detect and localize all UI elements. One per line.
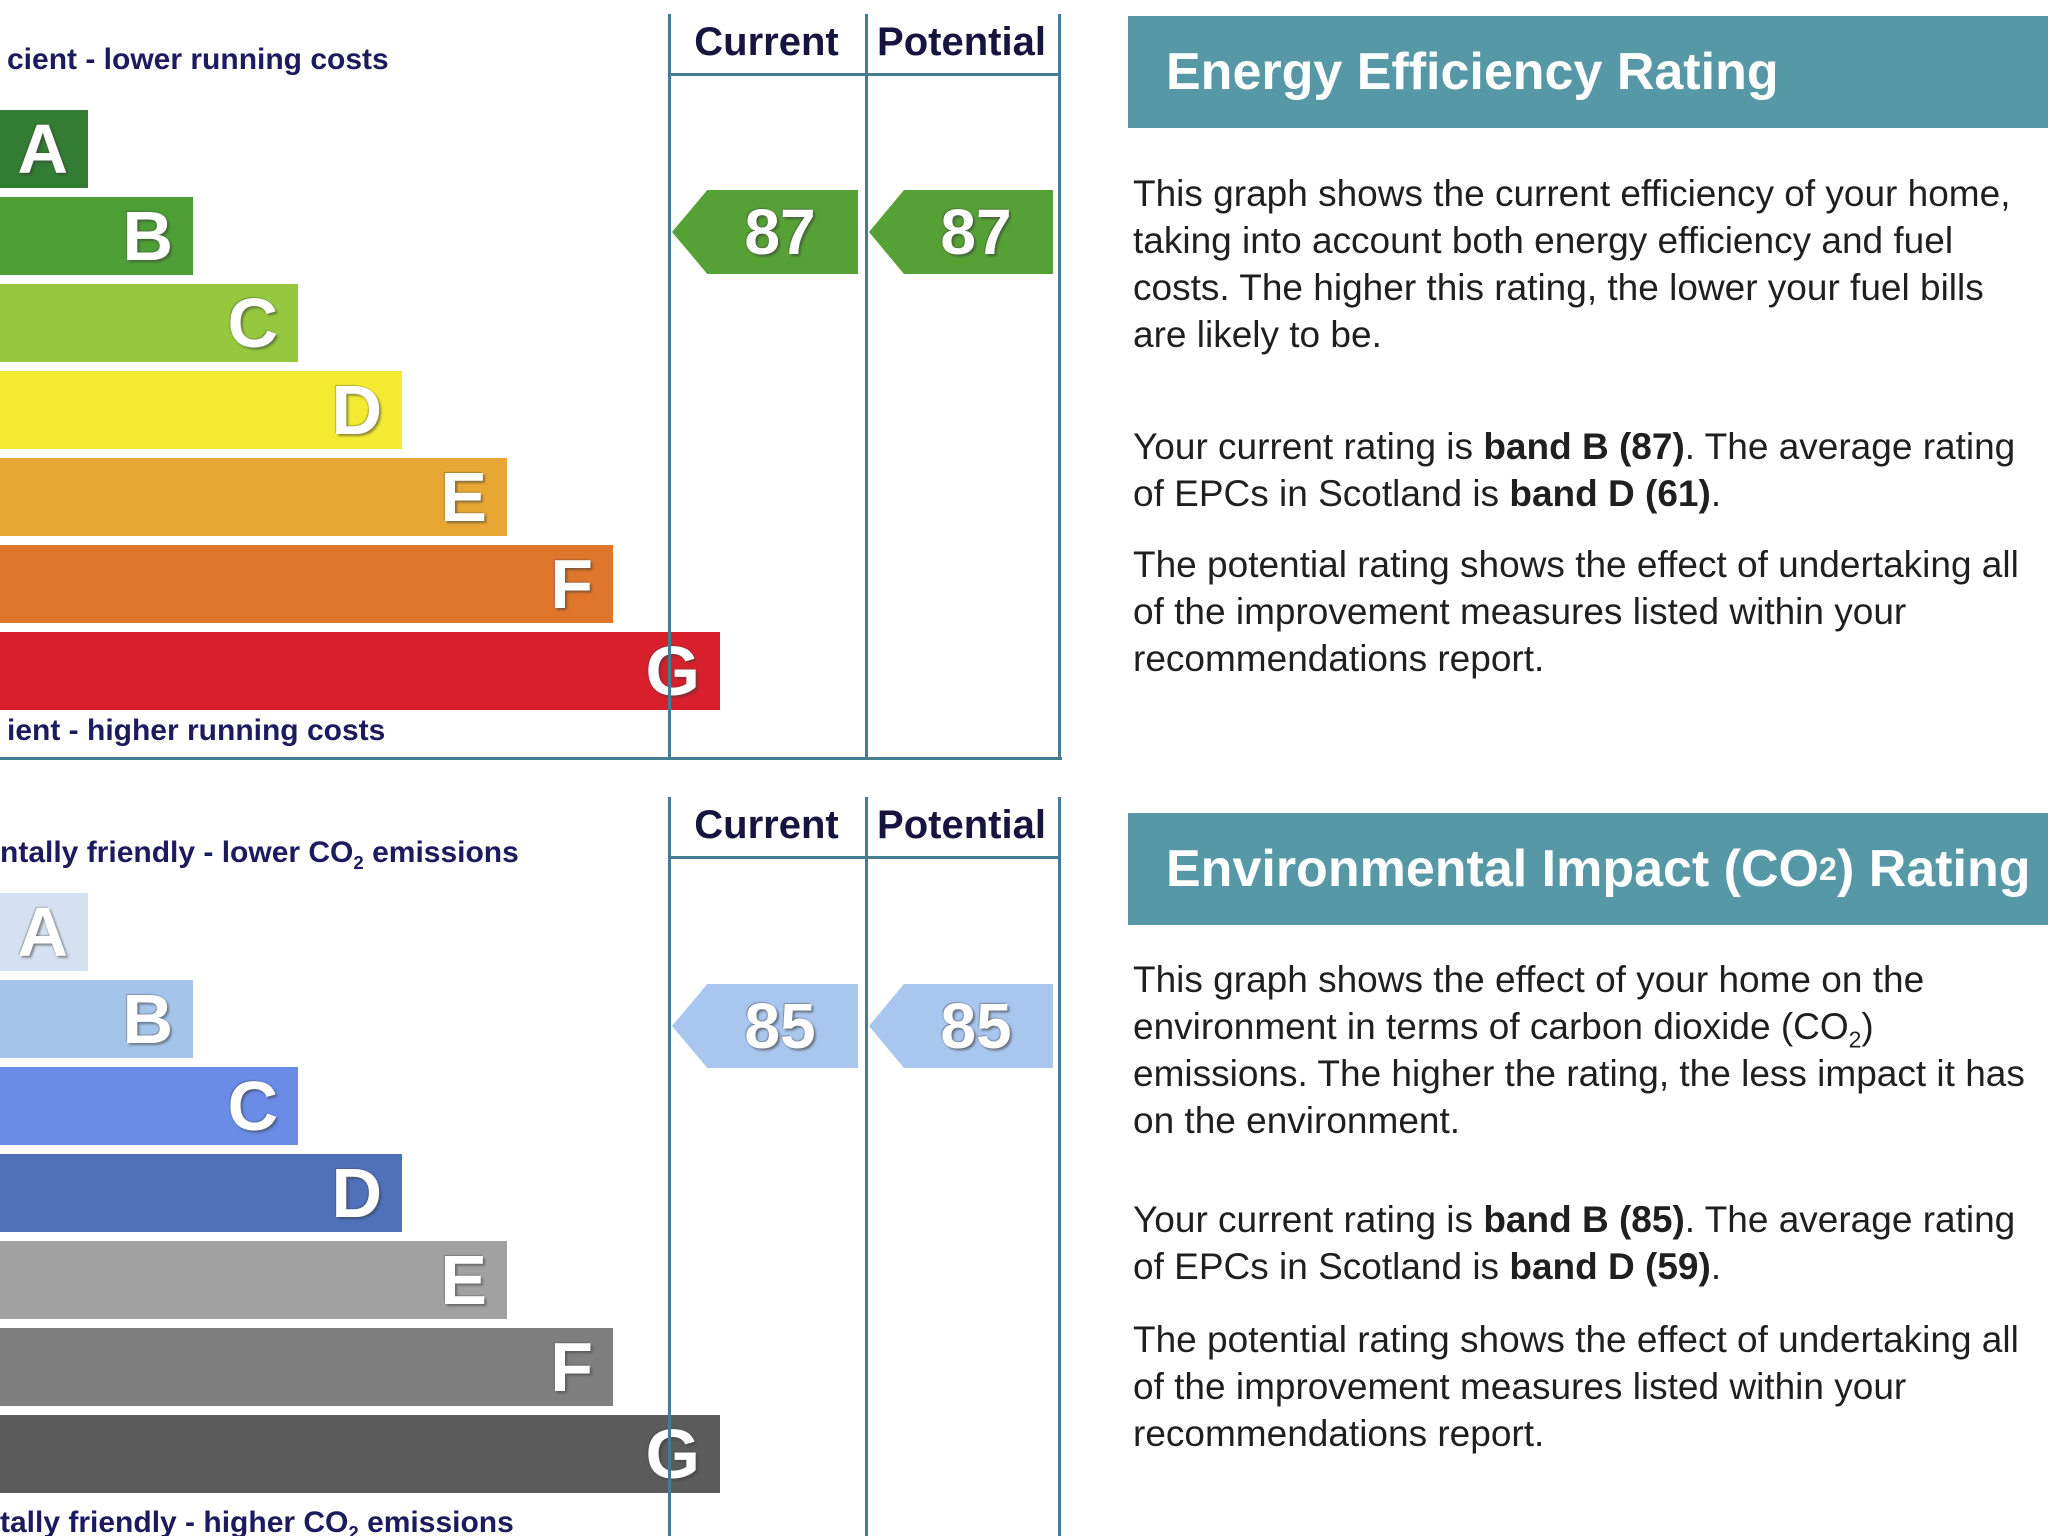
energy-potential-arrow: 87 [869,190,1053,274]
environmental-band-e: E [0,1241,507,1319]
environmental-table-vline-1 [865,797,868,1536]
energy-table-vline-1 [865,14,868,757]
environmental-band-b: B [0,980,193,1058]
text-line: Your current rating is band B (85). The … [1133,1199,2016,1240]
energy-band-f: F [0,545,613,623]
section-banner-1: Environmental Impact (CO 2) Rating [1128,813,2048,925]
section-0-paragraph-1: Your current rating is band B (87). The … [1133,423,2048,517]
environmental-bottom-label: tally friendly - higher CO2 emissions [0,1506,514,1536]
text-line: The potential rating shows the effect of… [1133,1319,2019,1360]
section-0-paragraph-0: This graph shows the current efficiency … [1133,170,2048,358]
text-line: recommendations report. [1133,638,1545,679]
energy-band-a: A [0,110,88,188]
environmental-table-vline-0 [668,797,671,1536]
energy-bottom-label: ient - higher running costs [7,714,386,747]
text-line: Your current rating is band B (87). The … [1133,426,2016,467]
environmental-header-underline [668,856,1061,859]
energy-chart-bottom-border [0,757,1062,760]
text-line: The potential rating shows the effect of… [1133,544,2019,585]
energy-band-g: G [0,632,720,710]
text-line: This graph shows the effect of your home… [1133,959,1925,1000]
energy-table-vline-0 [668,14,671,757]
section-banner-0: Energy Efficiency Rating [1128,16,2048,128]
text-line: of EPCs in Scotland is band D (59). [1133,1246,1722,1287]
environmental-band-f: F [0,1328,613,1406]
section-0-paragraph-2: The potential rating shows the effect of… [1133,541,2048,682]
text-line: on the environment. [1133,1100,1461,1141]
environmental-potential-arrow: 85 [869,984,1053,1068]
environmental-potential-header: Potential [877,803,1046,847]
text-line: This graph shows the current efficiency … [1133,173,2011,214]
environmental-band-g: G [0,1415,720,1493]
environmental-band-d: D [0,1154,402,1232]
energy-band-e: E [0,458,507,536]
text-line: environment in terms of carbon dioxide (… [1133,1006,1874,1053]
energy-current-header: Current [694,20,839,64]
section-1-paragraph-2: The potential rating shows the effect of… [1133,1316,2048,1457]
text-line: of the improvement measures listed withi… [1133,1366,1907,1407]
energy-potential-header: Potential [877,20,1046,64]
energy-top-label: cient - lower running costs [7,43,389,76]
energy-table-vline-2 [1058,14,1061,757]
energy-band-b: B [0,197,193,275]
section-1-paragraph-1: Your current rating is band B (85). The … [1133,1196,2048,1290]
environmental-band-a: A [0,893,88,971]
energy-header-underline [668,73,1061,76]
section-1-paragraph-0: This graph shows the effect of your home… [1133,956,2048,1144]
text-line: taking into account both energy efficien… [1133,220,1954,261]
environmental-top-label: ntally friendly - lower CO2 emissions [0,836,519,873]
energy-band-c: C [0,284,298,362]
environmental-current-header: Current [694,803,839,847]
energy-band-d: D [0,371,402,449]
environmental-current-arrow: 85 [672,984,858,1068]
text-line: recommendations report. [1133,1413,1545,1454]
text-line: of EPCs in Scotland is band D (61). [1133,473,1722,514]
text-line: costs. The higher this rating, the lower… [1133,267,1984,308]
energy-current-arrow: 87 [672,190,858,274]
environmental-band-c: C [0,1067,298,1145]
text-line: emissions. The higher the rating, the le… [1133,1053,2025,1094]
environmental-table-vline-2 [1058,797,1061,1536]
text-line: are likely to be. [1133,314,1382,355]
text-line: of the improvement measures listed withi… [1133,591,1907,632]
